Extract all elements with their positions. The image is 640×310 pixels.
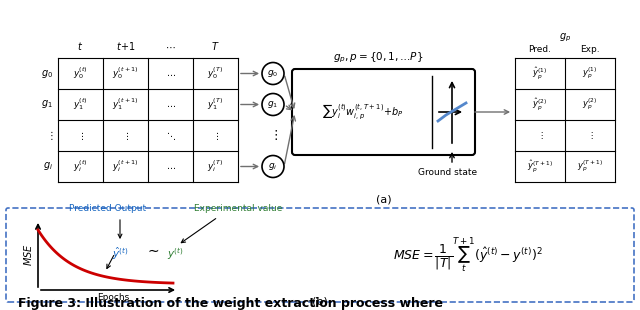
- Text: $\vdots$: $\vdots$: [269, 129, 278, 143]
- Circle shape: [262, 94, 284, 116]
- Text: $g_p$: $g_p$: [559, 32, 571, 44]
- Text: $\cdots$: $\cdots$: [166, 162, 175, 171]
- Text: (a): (a): [376, 195, 391, 205]
- Text: $MSE$: $MSE$: [22, 244, 34, 266]
- Circle shape: [262, 63, 284, 85]
- Text: $MSE = \dfrac{1}{|T|}\sum_{t}^{T+1}(\hat{y}^{(t)} - y^{(t)})^2$: $MSE = \dfrac{1}{|T|}\sum_{t}^{T+1}(\hat…: [393, 235, 543, 275]
- Text: Figure 3: Illustration of the weight extraction process where: Figure 3: Illustration of the weight ext…: [18, 297, 443, 310]
- Text: $\cdots$: $\cdots$: [166, 100, 175, 109]
- Text: $y_p^{(1)}$: $y_p^{(1)}$: [582, 66, 598, 81]
- Text: $g_0$: $g_0$: [268, 68, 278, 79]
- Text: $t$: $t$: [77, 40, 84, 52]
- Text: Exp.: Exp.: [580, 45, 600, 54]
- Text: $t\!+\!1$: $t\!+\!1$: [116, 40, 136, 52]
- Text: $y_i^{(t+1)}$: $y_i^{(t+1)}$: [112, 159, 139, 174]
- Text: (b): (b): [312, 297, 328, 307]
- Text: $\vdots$: $\vdots$: [122, 130, 129, 141]
- Text: $\sim$: $\sim$: [145, 243, 159, 257]
- Text: Epochs: Epochs: [97, 293, 129, 302]
- Text: $\hat{y}_p^{(1)}$: $\hat{y}_p^{(1)}$: [532, 66, 548, 81]
- Text: $\hat{y}_p^{(2)}$: $\hat{y}_p^{(2)}$: [532, 97, 548, 112]
- Text: $g_i$: $g_i$: [43, 161, 53, 172]
- Text: $\cdots$: $\cdots$: [165, 42, 176, 52]
- Text: $y_i^{(T)}$: $y_i^{(T)}$: [207, 159, 223, 174]
- Text: $g_p, p = \{0, 1, \ldots P\}$: $g_p, p = \{0, 1, \ldots P\}$: [333, 51, 424, 65]
- Text: $g_0$: $g_0$: [41, 68, 53, 79]
- Text: $y_0^{(t+1)}$: $y_0^{(t+1)}$: [112, 66, 139, 81]
- Text: $\vdots$: $\vdots$: [77, 130, 84, 141]
- Text: Pred.: Pred.: [529, 45, 552, 54]
- Text: Predicted Output: Predicted Output: [69, 204, 147, 213]
- Text: $y_i^{(t)}$: $y_i^{(t)}$: [73, 159, 88, 174]
- FancyBboxPatch shape: [292, 69, 475, 155]
- Text: $\cdots$: $\cdots$: [166, 69, 175, 78]
- Text: $y_0^{(t)}$: $y_0^{(t)}$: [73, 66, 88, 81]
- Text: $\vdots$: $\vdots$: [587, 130, 593, 141]
- Text: $g_1$: $g_1$: [268, 99, 278, 110]
- Text: $\ddots$: $\ddots$: [166, 130, 175, 141]
- Text: $\hat{y}_p^{(T+1)}$: $\hat{y}_p^{(T+1)}$: [527, 159, 553, 174]
- Text: $T$: $T$: [211, 40, 220, 52]
- Text: $y_1^{(t+1)}$: $y_1^{(t+1)}$: [112, 97, 139, 112]
- Text: $\hat{y}^{(t)}$: $\hat{y}^{(t)}$: [112, 246, 128, 262]
- Text: $y^{(t)}$: $y^{(t)}$: [166, 246, 184, 262]
- Text: $y_p^{(2)}$: $y_p^{(2)}$: [582, 97, 598, 112]
- Text: $g_i$: $g_i$: [268, 161, 278, 172]
- Text: $y_p^{(T+1)}$: $y_p^{(T+1)}$: [577, 159, 603, 174]
- Text: $\vdots$: $\vdots$: [537, 130, 543, 141]
- Text: $y_1^{(T)}$: $y_1^{(T)}$: [207, 97, 223, 112]
- Circle shape: [262, 156, 284, 178]
- Text: $\vdots$: $\vdots$: [45, 129, 53, 142]
- Text: $\sum y_i^{(t)} w_{i,p}^{(t,T+1)}\!+\!b_P$: $\sum y_i^{(t)} w_{i,p}^{(t,T+1)}\!+\!b_…: [323, 103, 404, 121]
- Text: $y_0^{(T)}$: $y_0^{(T)}$: [207, 66, 223, 81]
- Text: $g_1$: $g_1$: [41, 99, 53, 110]
- Text: Experimental value: Experimental value: [194, 204, 282, 213]
- Text: $\vdots$: $\vdots$: [212, 130, 219, 141]
- Text: Ground state: Ground state: [419, 168, 477, 177]
- FancyBboxPatch shape: [6, 208, 634, 302]
- Text: $y_1^{(t)}$: $y_1^{(t)}$: [73, 97, 88, 112]
